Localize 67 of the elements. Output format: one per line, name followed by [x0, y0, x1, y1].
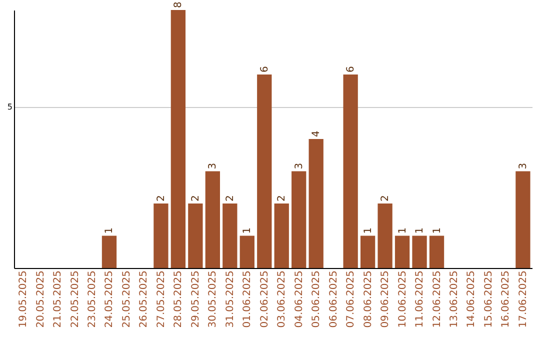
x-tick-label: 07.06.2025 — [346, 270, 357, 328]
bar — [360, 236, 376, 268]
x-tick-label: 23.05.2025 — [87, 270, 98, 328]
data-label: 2 — [380, 195, 392, 202]
bar — [308, 139, 324, 268]
x-tick-label: 31.05.2025 — [224, 270, 236, 328]
x-tick-label: 14.06.2025 — [466, 270, 478, 328]
x-tick-label: 10.06.2025 — [397, 270, 408, 328]
x-tick-label: 06.06.2025 — [328, 270, 340, 328]
data-label: 1 — [414, 227, 426, 234]
x-tick-label: 28.05.2025 — [173, 270, 184, 328]
x-tick-label: 25.05.2025 — [121, 270, 132, 328]
data-label: 1 — [362, 227, 374, 234]
x-tick-label: 11.06.2025 — [414, 270, 426, 328]
x-tick-label: 02.06.2025 — [259, 270, 270, 328]
bar — [205, 171, 220, 268]
data-label: 2 — [156, 195, 167, 202]
data-label: 3 — [294, 162, 305, 170]
x-tick-label: 20.05.2025 — [35, 270, 46, 328]
x-tick-label: 16.06.2025 — [500, 270, 512, 328]
x-tick-label: 22.05.2025 — [70, 270, 81, 328]
data-label: 6 — [259, 66, 270, 72]
bar — [102, 236, 117, 268]
x-tick-label: 17.06.2025 — [518, 270, 529, 328]
x-tick-label: 01.06.2025 — [242, 270, 254, 328]
x-tick-label: 29.05.2025 — [190, 270, 202, 328]
bar — [257, 74, 272, 268]
x-tick-label: 08.06.2025 — [362, 270, 374, 328]
x-tick-label: 05.06.2025 — [311, 270, 322, 328]
bar — [240, 236, 254, 268]
x-tick-label: 26.05.2025 — [138, 270, 150, 328]
data-label: 1 — [432, 227, 443, 234]
bar — [170, 10, 186, 268]
x-tick-label: 04.06.2025 — [294, 270, 305, 328]
bar — [154, 204, 168, 268]
bar — [394, 236, 410, 268]
data-label: 3 — [518, 162, 529, 170]
data-label: 3 — [208, 162, 219, 170]
data-label: 1 — [104, 227, 116, 234]
bar — [292, 171, 306, 268]
bar — [343, 74, 358, 268]
bar — [222, 204, 238, 268]
data-label: 1 — [397, 227, 408, 234]
bar — [516, 171, 530, 268]
bar — [429, 236, 444, 268]
bar — [412, 236, 427, 268]
bar — [274, 204, 289, 268]
bar — [188, 204, 203, 268]
x-tick-label: 21.05.2025 — [52, 270, 64, 328]
x-tick-label: 09.06.2025 — [380, 270, 392, 328]
bar — [378, 204, 392, 268]
x-tick-label: 12.06.2025 — [432, 270, 443, 328]
data-label: 6 — [346, 66, 357, 72]
x-tick-label: 24.05.2025 — [104, 270, 116, 328]
x-tick-label: 03.06.2025 — [276, 270, 288, 328]
x-tick-label: 30.05.2025 — [208, 270, 219, 328]
data-label: 2 — [276, 195, 288, 202]
x-tick-label: 19.05.2025 — [18, 270, 30, 328]
x-tick-label: 27.05.2025 — [156, 270, 167, 328]
data-label: 4 — [311, 130, 322, 137]
data-label: 2 — [224, 195, 236, 202]
x-tick-label: 15.06.2025 — [483, 270, 494, 328]
data-label: 8 — [173, 2, 184, 8]
y-tick-label: 5 — [7, 102, 12, 112]
data-label: 1 — [242, 227, 254, 234]
data-label: 2 — [190, 195, 202, 202]
x-tick-label: 13.06.2025 — [449, 270, 460, 328]
